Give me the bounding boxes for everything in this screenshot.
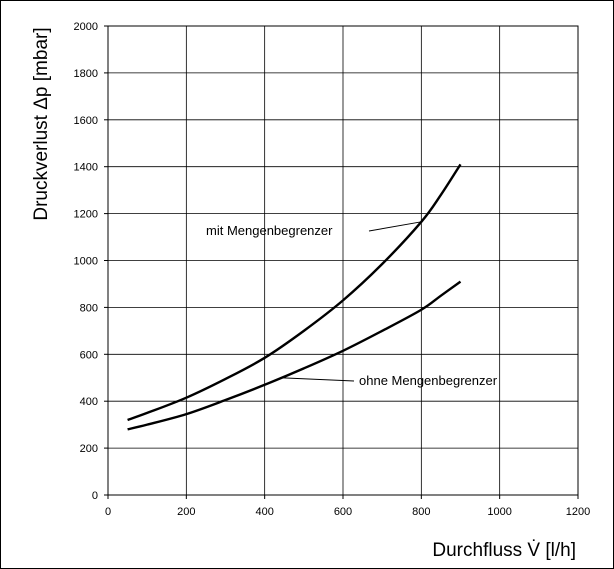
annotation-leader-line [280,377,355,382]
y-tick-label: 600 [80,349,98,361]
series-line-1 [127,163,462,422]
y-tick-label: 1400 [74,162,98,174]
y-tick-label: 0 [92,490,98,502]
series-line-2 [127,280,462,431]
x-tick-label: 600 [334,506,352,518]
tick-labels: 0 200 400 600 800 1000 1200 0 200 400 600 800 1000 12… [74,21,591,518]
y-tick-label: 1800 [74,68,98,80]
annotation-label: mit Mengenbegrenzer [206,223,333,238]
grid [107,25,579,496]
y-tick-label: 200 [80,443,98,455]
y-tick-label: 2000 [74,21,98,33]
x-tick-label: 0 [105,506,111,518]
series-lines [127,163,462,431]
annotation-label: ohne Mengenbegrenzer [359,373,498,388]
y-tick-label: 1600 [74,115,98,127]
x-tick-label: 200 [177,506,195,518]
y-tick-label: 400 [80,396,98,408]
x-axis-title: Durchfluss V̇ [l/h] [432,540,576,561]
x-tick-label: 1000 [487,506,511,518]
annotation-leader-line [368,221,422,232]
axes [104,25,579,499]
y-axis-title: Druckverlust Δp [mbar] [31,27,52,220]
x-tick-label: 1200 [566,506,590,518]
y-tick-label: 1000 [74,256,98,268]
y-tick-label: 800 [80,302,98,314]
annotations: mit Mengenbegrenzer ohne Mengenbegrenzer [206,221,498,388]
x-tick-label: 800 [412,506,430,518]
x-tick-label: 400 [255,506,273,518]
y-tick-label: 1200 [74,209,98,221]
